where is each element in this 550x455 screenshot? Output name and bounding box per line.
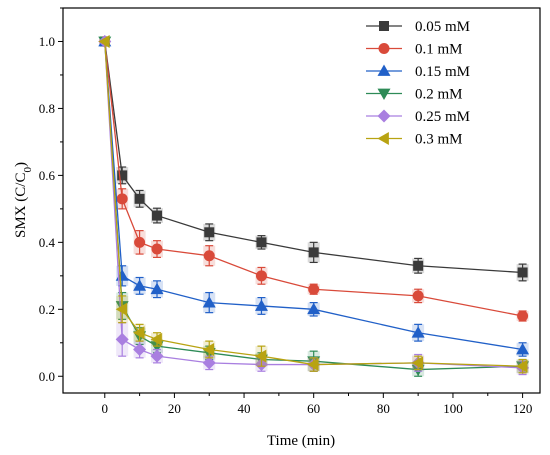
legend-entry-4: 0.25 mM <box>366 109 470 125</box>
y-tick-label: 0.2 <box>39 302 55 317</box>
y-tick-label: 0.0 <box>39 369 55 384</box>
data-point <box>115 332 129 346</box>
data-point <box>202 356 216 370</box>
data-point <box>133 342 147 356</box>
data-point <box>202 342 215 356</box>
x-tick-label: 100 <box>443 401 463 416</box>
legend-entry-1: 0.1 mM <box>366 42 463 58</box>
data-point <box>98 34 110 48</box>
legend-label: 0.3 mM <box>415 132 463 148</box>
data-point <box>308 247 319 258</box>
data-point <box>150 282 164 295</box>
y-tick-label: 0.4 <box>39 235 56 250</box>
y-axis-title-close: ) <box>13 162 29 167</box>
data-point <box>203 250 215 262</box>
y-axis-title-sub: 0 <box>22 167 34 173</box>
data-point <box>116 193 128 205</box>
svg-text:SMX (C/C0): SMX (C/C0) <box>13 162 34 238</box>
data-point <box>255 270 267 282</box>
x-tick-label: 20 <box>168 401 181 416</box>
data-point <box>150 332 162 346</box>
data-point <box>151 243 163 255</box>
data-point <box>516 359 528 373</box>
series-layer <box>98 34 530 377</box>
legend-marker <box>377 132 389 145</box>
data-point <box>308 283 320 295</box>
series-3 <box>98 36 530 377</box>
data-point <box>516 342 530 355</box>
legend-entry-0: 0.05 mM <box>366 19 470 35</box>
data-point <box>411 356 424 370</box>
axis-ticks: 0 20 40 60 80 100 120 0.0 0.2 0.4 0.6 0.8 1.0 <box>39 7 533 416</box>
y-axis-title-main: SMX (C/C <box>13 173 29 238</box>
data-point <box>152 210 163 221</box>
x-tick-label: 60 <box>307 401 320 416</box>
series-line <box>104 41 523 317</box>
data-point <box>307 358 319 372</box>
x-tick-label: 80 <box>377 401 390 416</box>
series-4 <box>98 34 530 376</box>
y-axis-title: SMX (C/C0) <box>13 162 34 238</box>
legend: 0.05 mM 0.1 mM 0.15 mM 0.2 mM 0.25 mM 0.3 mM <box>366 19 470 148</box>
legend-label: 0.15 mM <box>415 64 470 80</box>
x-axis-title: Time (min) <box>267 433 335 449</box>
x-tick-label: 40 <box>238 401 251 416</box>
legend-entry-2: 0.15 mM <box>366 64 470 80</box>
series-1 <box>99 35 529 322</box>
plot-frame <box>62 7 541 394</box>
data-point <box>254 349 267 363</box>
data-point <box>202 296 216 308</box>
x-tick-label: 120 <box>513 401 533 416</box>
legend-entry-3: 0.2 mM <box>366 87 463 103</box>
y-tick-label: 1.0 <box>39 34 55 49</box>
data-point <box>133 326 145 340</box>
series-2 <box>98 34 530 357</box>
legend-marker <box>377 64 391 76</box>
legend-marker <box>377 109 391 123</box>
data-point <box>254 299 268 311</box>
data-point <box>517 310 529 322</box>
data-point <box>150 349 164 363</box>
legend-label: 0.2 mM <box>415 87 463 103</box>
legend-marker <box>379 21 389 31</box>
data-point <box>517 267 528 278</box>
legend-label: 0.1 mM <box>415 42 463 58</box>
legend-label: 0.25 mM <box>415 109 470 125</box>
y-tick-label: 0.8 <box>39 101 55 116</box>
legend-entry-5: 0.3 mM <box>366 132 463 148</box>
data-point <box>411 326 425 338</box>
data-point <box>256 237 267 248</box>
data-point <box>115 302 128 316</box>
data-point <box>134 193 145 204</box>
data-point <box>204 227 215 238</box>
data-point <box>412 290 424 302</box>
data-point <box>133 279 147 291</box>
data-point <box>134 236 146 248</box>
series-5 <box>98 34 529 374</box>
data-point <box>307 302 321 315</box>
legend-marker <box>377 88 391 100</box>
data-point <box>117 170 128 181</box>
x-tick-label: 0 <box>102 401 109 416</box>
data-point <box>413 260 424 271</box>
legend-label: 0.05 mM <box>415 19 470 35</box>
y-tick-label: 0.6 <box>39 168 56 183</box>
legend-marker <box>378 43 390 54</box>
